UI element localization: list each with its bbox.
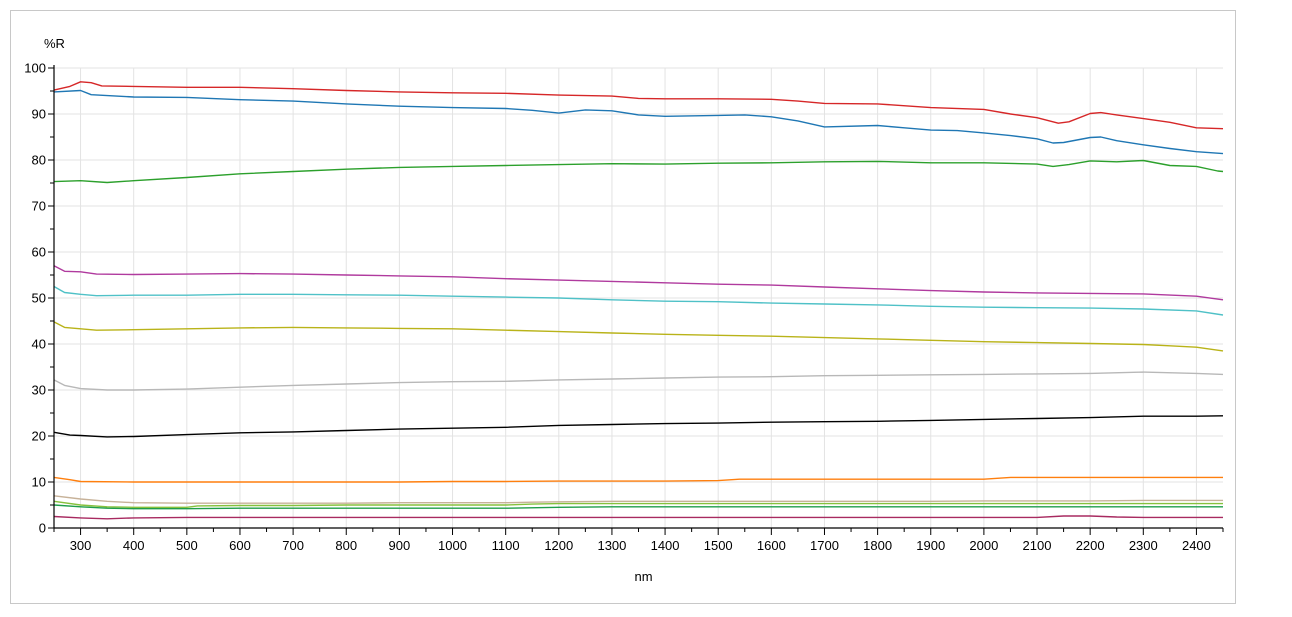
x-tick-label: 2300	[1129, 538, 1158, 553]
series-line-10	[53, 495, 1223, 504]
x-tick-label: 1200	[544, 538, 573, 553]
y-tick-label: 20	[32, 429, 46, 444]
x-tick-label: 500	[176, 538, 198, 553]
y-tick-label: 50	[32, 291, 46, 306]
x-axis-title: nm	[634, 569, 652, 584]
axes	[53, 65, 1223, 529]
series-line-9	[53, 476, 1223, 483]
y-axis-title: %R	[44, 36, 65, 51]
series-line-3	[53, 159, 1224, 184]
y-tick-label: 40	[32, 337, 46, 352]
grid	[54, 67, 1223, 528]
y-tick-label: 60	[32, 245, 46, 260]
y-tick-label: 30	[32, 383, 46, 398]
series-line-2	[53, 89, 1224, 155]
x-tick-label: 1800	[863, 538, 892, 553]
y-tick-label: 10	[32, 475, 46, 490]
x-tick-label: 1100	[492, 538, 520, 553]
series-line-1	[53, 81, 1224, 130]
series-layer	[53, 81, 1224, 520]
reflectance-chart: 0 10 20 30 40 50 60 70 80 90 100 300 400 500 600 700 800…	[24, 36, 1224, 584]
y-tick-label: 80	[32, 153, 46, 168]
x-tick-label: 1400	[651, 538, 680, 553]
y-tick-label: 100	[24, 61, 46, 76]
series-line-7	[53, 371, 1224, 391]
ticks: 0 10 20 30 40 50 60 70 80 90 100 300 400 500 600 700 800…	[24, 61, 1224, 553]
series-line-13	[53, 515, 1223, 520]
x-tick-label: 1900	[916, 538, 945, 553]
x-tick-label: 2100	[1023, 538, 1052, 553]
x-tick-label: 1600	[757, 538, 786, 553]
series-line-6	[53, 321, 1224, 352]
x-tick-label: 2400	[1182, 538, 1211, 553]
series-line-12	[53, 504, 1223, 510]
x-tick-label: 400	[123, 538, 145, 553]
x-tick-label: 1700	[810, 538, 839, 553]
x-tick-label: 700	[282, 538, 304, 553]
series-line-5	[53, 285, 1224, 316]
x-tick-label: 1500	[704, 538, 733, 553]
x-tick-label: 1000	[438, 538, 467, 553]
x-tick-label: 600	[229, 538, 251, 553]
x-tick-label: 900	[389, 538, 411, 553]
y-tick-label: 90	[32, 107, 46, 122]
x-tick-label: 300	[70, 538, 92, 553]
x-tick-label: 1300	[597, 538, 626, 553]
y-tick-label: 70	[32, 199, 46, 214]
series-line-11	[53, 500, 1223, 508]
series-line-8	[53, 415, 1224, 438]
series-line-4	[53, 265, 1224, 301]
y-tick-label: 0	[39, 521, 46, 536]
chart-frame: 0 10 20 30 40 50 60 70 80 90 100 300 400 500 600 700 800…	[10, 10, 1236, 604]
x-tick-label: 2000	[969, 538, 998, 553]
x-tick-label: 2200	[1076, 538, 1105, 553]
x-tick-label: 800	[335, 538, 357, 553]
